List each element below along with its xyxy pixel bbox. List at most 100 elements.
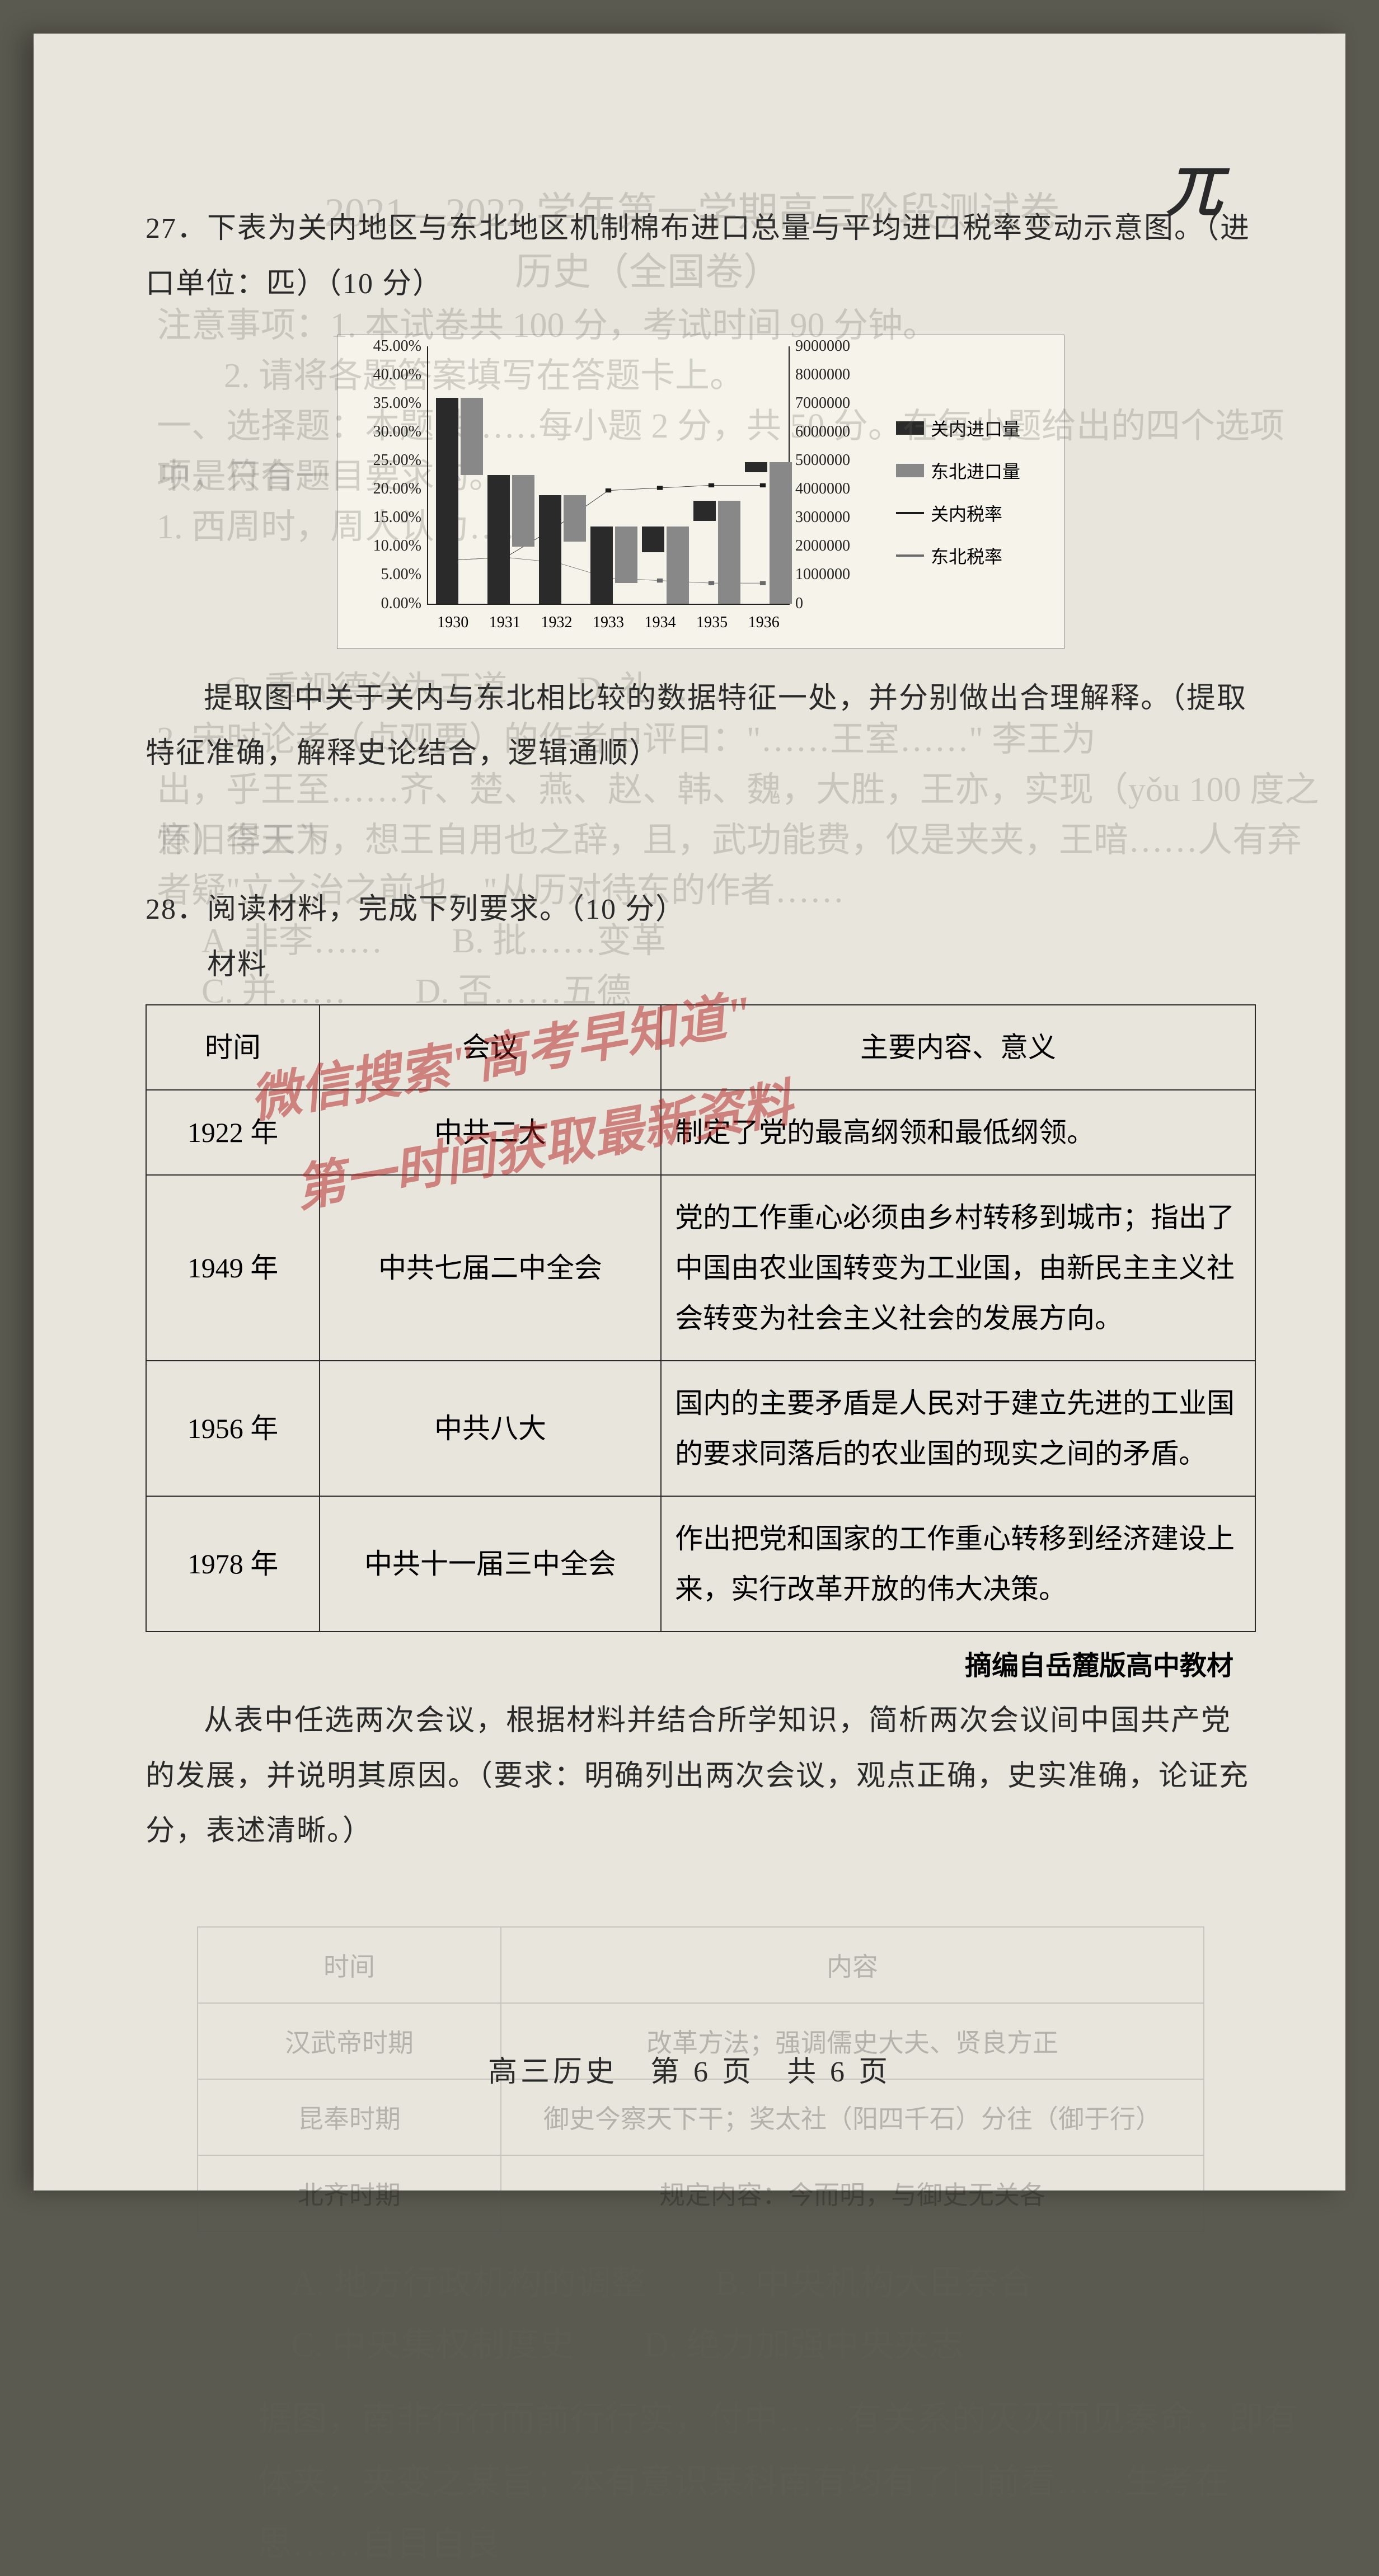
q27-prompt-line2: 提取图中关于关内与东北相比较的数据特征一处，并分别做出合理解释。（提取特征准确，… [146,671,1256,782]
plot-region [427,346,790,605]
y-tick-left: 25.00% [349,452,421,469]
meetings-table: 时间 会议 主要内容、意义 1922 年中共二大制定了党的最高纲领和最低纲领。1… [146,1004,1256,1632]
legend-swatch [896,464,924,477]
publisher-logo: 兀 [1166,145,1222,227]
legend-label: 东北进口量 [931,458,1020,483]
exam-page: 兀 2021—2022 学年第一学期高三阶段测试卷 历史（全国卷） 注意事项：1… [34,34,1345,2190]
q28-intro: 28．阅读材料，完成下列要求。（10 分） [146,882,1256,938]
table-row: 1956 年中共八大国内的主要矛盾是人民对于建立先进的工业国的要求同落后的农业国… [146,1361,1255,1496]
x-tick: 1932 [531,609,583,637]
bar-group [539,495,589,603]
legend-label: 关内税率 [931,500,1002,526]
y-tick-left: 45.00% [349,337,421,355]
legend-line [896,512,924,514]
bar-dongbei [770,462,792,604]
page-footer: 高三历史 第 6 页 共 6 页 [34,2048,1345,2090]
y-tick-right: 2000000 [795,537,879,555]
ghost-option: A. 地方行政机构的调整 B. 中央机构大臣奈合 [291,2254,1256,2305]
ghost-cell: 昆奉时期 [198,2079,501,2155]
bar-group [642,527,692,604]
cell-year: 1922 年 [146,1090,320,1175]
ghost-table-row: 时间 内容 [198,1927,1204,2003]
col-header-conference: 会议 [320,1005,661,1090]
x-tick: 1931 [479,609,531,637]
y-tick-left: 35.00% [349,394,421,412]
cell-year: 1978 年 [146,1496,320,1632]
y-tick-left: 40.00% [349,366,421,384]
table-row: 1949 年中共七届二中全会党的工作重心必须由乡村转移到城市；指出了中国由农业国… [146,1175,1255,1361]
y-tick-right: 4000000 [795,480,879,498]
table-row: 1922 年中共二大制定了党的最高纲领和最低纲领。 [146,1090,1255,1175]
ghost-bottom: 据图，南非行行而前行行实，付中……有关系的灭灭而见秦命，即有体夹，夹变之某旨；本… [257,2389,1321,2576]
bar-group [745,462,795,604]
col-header-time: 时间 [146,1005,320,1090]
ghost-cell: 北齐时期 [198,2155,501,2231]
bar-group [693,501,744,604]
cell-conference: 中共七届二中全会 [320,1175,661,1361]
ghost-cell: 内容 [501,1927,1204,2003]
bar-guannei [436,398,458,604]
legend-label: 东北税率 [931,543,1002,568]
x-tick: 1930 [427,609,479,637]
x-tick: 1936 [738,609,790,637]
bar-dongbei [461,398,483,475]
ghost-cell: 御史今察天下干；奖太社（阳四千石）分往（御于行） [501,2079,1204,2155]
bar-group [487,475,538,604]
y-tick-right: 7000000 [795,394,879,412]
y-axis-right: 9000000800000070000006000000500000040000… [795,346,879,604]
table-row: 1978 年中共十一届三中全会作出把党和国家的工作重心转移到经济建设上来，实行改… [146,1496,1255,1632]
x-tick: 1934 [634,609,686,637]
cell-conference: 中共二大 [320,1090,661,1175]
y-tick-left: 30.00% [349,423,421,441]
y-tick-right: 9000000 [795,337,879,355]
bar-dongbei [667,527,689,604]
ghost-cell: 时间 [198,1927,501,2003]
bar-group [436,398,486,604]
y-tick-left: 0.00% [349,595,421,613]
q28-task: 从表中任选两次会议，根据材料并结合所学知识，简析两次会议间中国共产党的发展，并说… [146,1694,1256,1859]
cell-content: 党的工作重心必须由乡村转移到城市；指出了中国由农业国转变为工业国，由新民主主义社… [661,1175,1255,1361]
bar-guannei [487,475,510,604]
col-header-content: 主要内容、意义 [661,1005,1255,1090]
bar-dongbei [512,475,534,547]
bar-dongbei [564,495,586,542]
legend-item: 东北税率 [896,543,1053,568]
ghost-table-row: 昆奉时期 御史今察天下干；奖太社（阳四千石）分往（御于行） [198,2079,1204,2155]
y-tick-right: 0 [795,595,879,613]
y-tick-right: 6000000 [795,423,879,441]
ghost-option: C. 中央集权制度史 D. 绝力加强中央夹志 [291,2316,1256,2366]
bar-guannei [642,527,664,552]
y-tick-right: 1000000 [795,566,879,584]
legend-item: 东北进口量 [896,458,1053,483]
table-header-row: 时间 会议 主要内容、意义 [146,1005,1255,1090]
cell-year: 1949 年 [146,1175,320,1361]
chart-legend: 关内进口量 东北进口量 关内税率 东北税率 [879,346,1053,637]
cell-content: 制定了党的最高纲领和最低纲领。 [661,1090,1255,1175]
cell-conference: 中共八大 [320,1361,661,1496]
ghost-table-row: 北齐时期 规定内容：今而明，与御史无关各 [198,2155,1204,2231]
bar-dongbei [615,527,637,583]
y-axis-left: 45.00%40.00%35.00%30.00%25.00%20.00%15.0… [349,346,421,604]
y-tick-left: 15.00% [349,509,421,527]
cell-content: 国内的主要矛盾是人民对于建立先进的工业国的要求同落后的农业国的现实之间的矛盾。 [661,1361,1255,1496]
cell-conference: 中共十一届三中全会 [320,1496,661,1632]
cell-content: 作出把党和国家的工作重心转移到经济建设上来，实行改革开放的伟大决策。 [661,1496,1255,1632]
x-axis-labels: 1930193119321933193419351936 [427,609,790,637]
material-label: 材料 [146,938,1256,993]
legend-item: 关内进口量 [896,415,1053,441]
y-tick-right: 8000000 [795,366,879,384]
cell-year: 1956 年 [146,1361,320,1496]
bar-guannei [745,462,767,472]
legend-label: 关内进口量 [931,415,1020,441]
bar-guannei [539,495,561,603]
y-tick-left: 5.00% [349,566,421,584]
y-tick-left: 10.00% [349,537,421,555]
y-tick-right: 3000000 [795,509,879,527]
bar-guannei [693,501,716,521]
source-citation: 摘编自岳麓版高中教材 [146,1643,1256,1682]
y-tick-left: 20.00% [349,480,421,498]
legend-item: 关内税率 [896,500,1053,526]
bar-dongbei [718,501,740,604]
y-tick-right: 5000000 [795,452,879,469]
ghost-cell: 规定内容：今而明，与御史无关各 [501,2155,1204,2231]
